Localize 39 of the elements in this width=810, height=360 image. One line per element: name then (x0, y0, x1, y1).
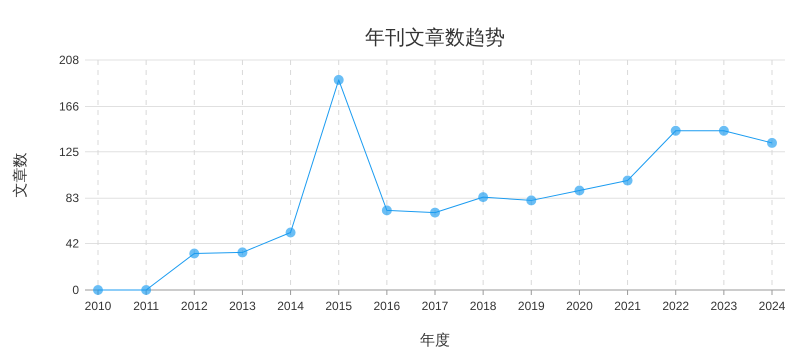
point (622, 176, 633, 186)
point (430, 208, 440, 218)
point (478, 192, 488, 202)
y-tick-label: 83 (66, 191, 80, 206)
chart-title: 年刊文章数趋势 (365, 27, 505, 49)
point (767, 138, 777, 148)
x-tick-label: 2017 (422, 299, 449, 313)
x-axis-title: 年度 (420, 332, 450, 349)
point (237, 247, 248, 258)
y-tick-label: 125 (58, 144, 80, 159)
y-tick-label: 208 (58, 53, 80, 67)
x-tick-label: 2015 (325, 299, 352, 313)
x-tick-label: 2014 (277, 299, 304, 313)
point (670, 126, 681, 136)
point (189, 248, 200, 259)
x-tick-label: 2019 (518, 299, 545, 313)
x-tick-label: 2011 (133, 299, 160, 313)
y-tick-label: 0 (72, 283, 80, 297)
point (141, 285, 152, 295)
x-tick-label: 2016 (374, 299, 401, 313)
point (93, 285, 103, 295)
point (526, 195, 536, 206)
point (382, 205, 392, 216)
x-tick-label: 2018 (470, 299, 497, 313)
x-tick-label: 2024 (758, 299, 786, 313)
point (574, 185, 584, 196)
x-tick-label: 2023 (710, 299, 738, 313)
x-tick-label: 2012 (180, 299, 208, 313)
point (286, 228, 296, 238)
x-tick-label: 2013 (229, 299, 256, 313)
x-tick-label: 2021 (614, 299, 642, 313)
point (334, 74, 344, 85)
y-tick-label: 42 (66, 236, 80, 251)
x-tick-label: 2010 (84, 299, 112, 313)
y-tick-label: 166 (58, 99, 80, 114)
x-tick-label: 2022 (662, 299, 690, 313)
x-tick-label: 2020 (566, 299, 594, 313)
y-axis-title: 文章数 (12, 152, 29, 198)
point (718, 126, 729, 136)
